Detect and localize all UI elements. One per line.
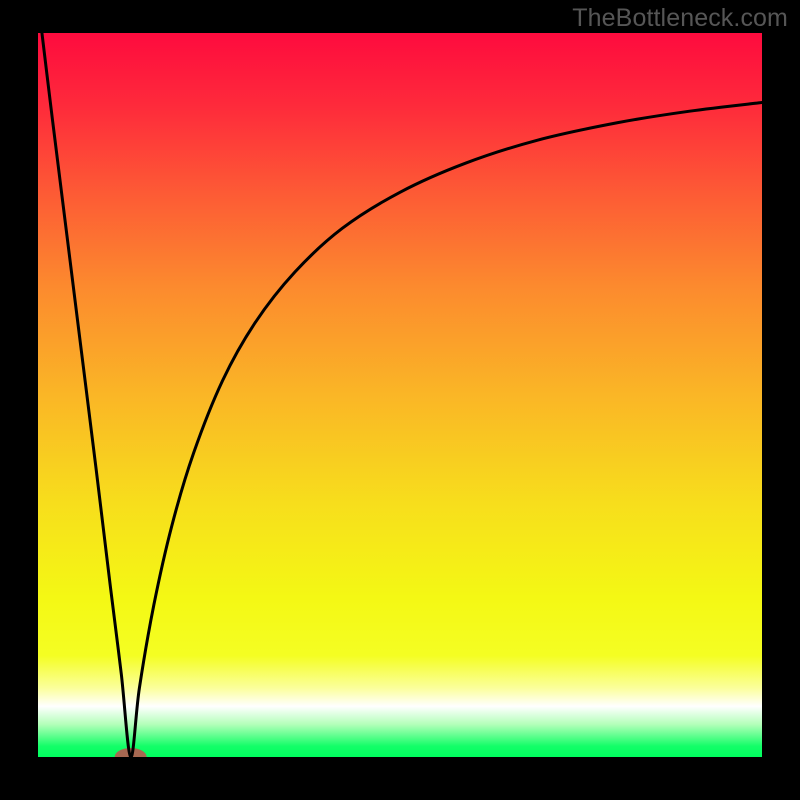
chart-container: { "watermark": "TheBottleneck.com", "can… <box>0 0 800 800</box>
chart-svg <box>0 0 800 800</box>
plot-area <box>38 0 762 766</box>
watermark-text: TheBottleneck.com <box>572 4 788 33</box>
